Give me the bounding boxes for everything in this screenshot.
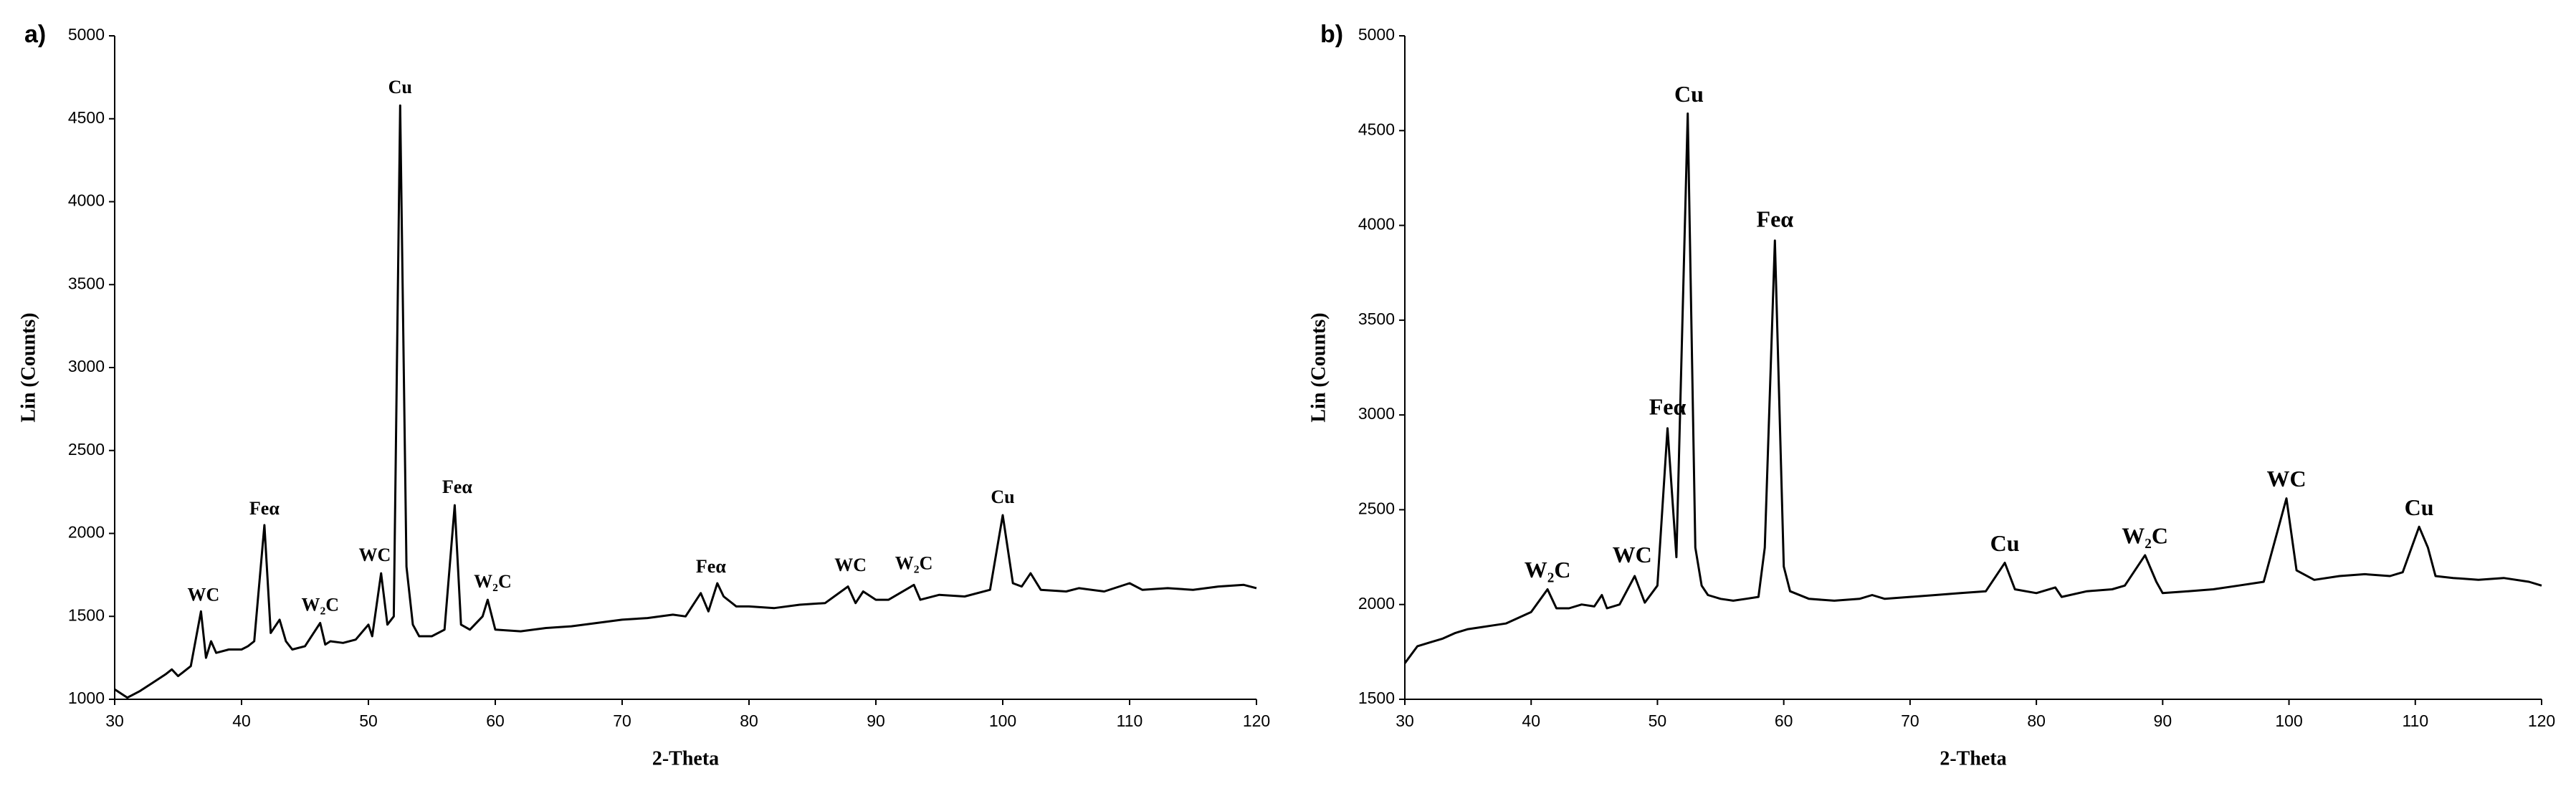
x-tick-label: 70: [613, 711, 631, 730]
y-tick-label: 4000: [68, 191, 105, 210]
x-tick-label: 80: [2027, 711, 2046, 730]
peak-label: W₂C: [895, 552, 933, 573]
peak-label: WC: [834, 555, 867, 575]
y-tick-label: 5000: [68, 25, 105, 44]
data-line: [1403, 112, 2542, 664]
y-tick-label: 3500: [68, 274, 105, 292]
peak-label: Feα: [1649, 394, 1687, 420]
x-tick-label: 50: [359, 711, 378, 730]
peak-label: Cu: [991, 486, 1014, 507]
x-tick-label: 70: [1901, 711, 1919, 730]
y-tick-label: 2500: [1358, 499, 1395, 518]
peak-label: Cu: [388, 77, 412, 97]
peak-label: WC: [358, 545, 391, 565]
data-line: [114, 104, 1257, 699]
peak-label: W₂C: [1525, 557, 1571, 583]
x-tick-label: 90: [867, 711, 885, 730]
panel-label: b): [1320, 21, 1343, 48]
peak-label: Feα: [696, 556, 726, 577]
x-tick-label: 80: [740, 711, 758, 730]
peak-label: Feα: [1757, 206, 1794, 232]
x-tick-label: 100: [2275, 711, 2302, 730]
y-tick-label: 1500: [68, 605, 105, 624]
peak-label: W₂C: [474, 571, 512, 592]
peak-label: WC: [1613, 542, 1652, 567]
y-tick-label: 3000: [68, 357, 105, 375]
y-tick-label: 5000: [1358, 25, 1395, 44]
peak-label: WC: [2266, 466, 2306, 492]
y-tick-label: 1000: [68, 689, 105, 707]
y-tick-label: 4500: [68, 108, 105, 127]
y-axis-label: Lin (Counts): [1307, 312, 1330, 422]
y-tick-label: 4500: [1358, 120, 1395, 138]
x-tick-label: 120: [1243, 711, 1270, 730]
panel-label: a): [24, 21, 46, 48]
y-tick-label: 2000: [68, 523, 105, 542]
peak-label: Feα: [442, 476, 472, 497]
y-tick-label: 2500: [68, 440, 105, 459]
y-tick-label: 3500: [1358, 310, 1395, 328]
y-tick-label: 1500: [1358, 689, 1395, 707]
x-tick-label: 60: [1775, 711, 1793, 730]
x-tick-label: 100: [989, 711, 1016, 730]
x-tick-label: 60: [486, 711, 505, 730]
y-tick-label: 3000: [1358, 404, 1395, 423]
peak-label: Cu: [1674, 81, 1704, 107]
peak-label: Feα: [249, 498, 280, 519]
peak-label: WC: [188, 584, 220, 605]
y-tick-label: 4000: [1358, 215, 1395, 234]
x-tick-label: 90: [2154, 711, 2172, 730]
peak-label: Cu: [1990, 530, 2020, 556]
x-tick-label: 110: [2402, 711, 2428, 730]
x-tick-label: 50: [1649, 711, 1667, 730]
x-axis-label: 2-Theta: [1940, 747, 2006, 770]
x-tick-label: 30: [105, 711, 124, 730]
x-axis-label: 2-Theta: [652, 747, 719, 770]
x-tick-label: 40: [1522, 711, 1540, 730]
peak-label: W₂C: [2122, 522, 2168, 548]
x-tick-label: 40: [232, 711, 251, 730]
y-tick-label: 2000: [1358, 594, 1395, 613]
x-tick-label: 110: [1117, 711, 1143, 730]
x-tick-label: 30: [1396, 711, 1414, 730]
y-axis-label: Lin (Counts): [17, 312, 39, 422]
x-tick-label: 120: [2528, 711, 2555, 730]
peak-label: W₂C: [301, 594, 339, 615]
peak-label: Cu: [2405, 494, 2434, 520]
